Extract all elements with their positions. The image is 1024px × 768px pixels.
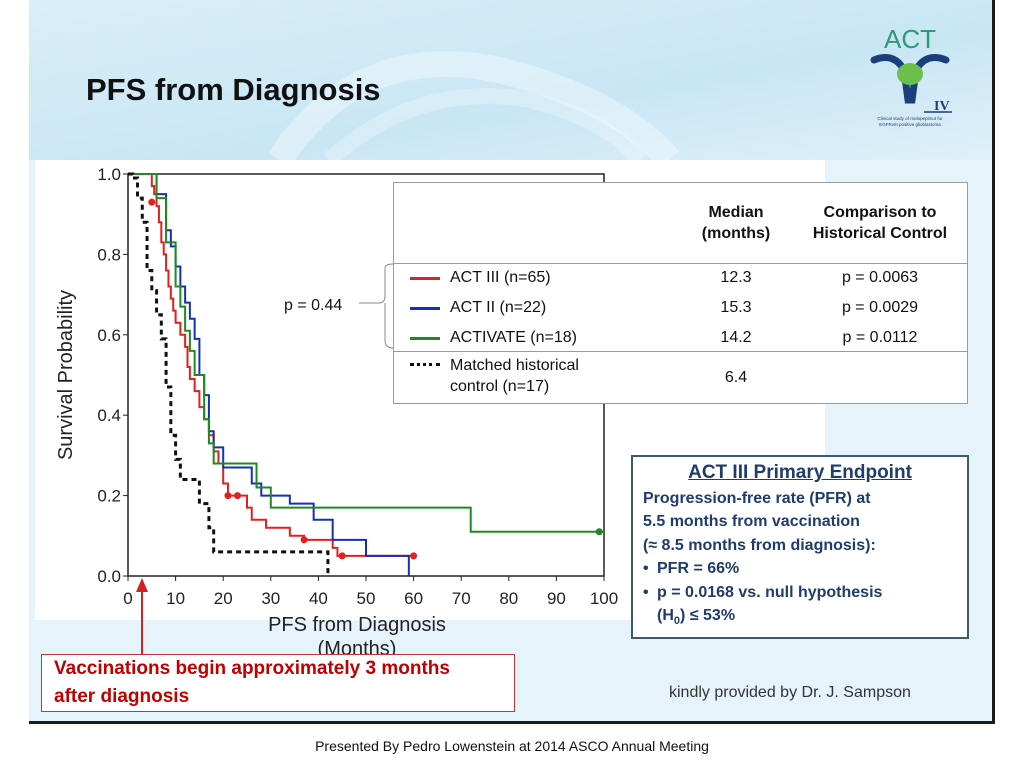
slide-title: PFS from Diagnosis bbox=[86, 72, 381, 107]
row-median: 12.3 bbox=[720, 269, 752, 286]
x-tick-label: 80 bbox=[499, 589, 518, 608]
x-tick-label: 50 bbox=[357, 589, 376, 608]
endpoint-line2: 5.5 months from vaccination bbox=[643, 513, 860, 530]
y-tick-label: 1.0 bbox=[97, 165, 121, 184]
x-tick-label: 0 bbox=[123, 589, 132, 608]
row-label-line2: control (n=17) bbox=[450, 378, 550, 395]
series-line-2 bbox=[128, 173, 604, 533]
row-comparison: p = 0.0063 bbox=[841, 269, 919, 286]
y-tick-label: 0.4 bbox=[97, 406, 121, 425]
swatch-activate bbox=[410, 337, 440, 340]
x-tick-label: 10 bbox=[166, 589, 185, 608]
censor-mark bbox=[595, 528, 603, 536]
row-label: ACT II (n=22) bbox=[450, 299, 547, 316]
row-comparison: p = 0.0029 bbox=[841, 299, 919, 316]
endpoint-line1: Progression-free rate (PFR) at bbox=[643, 489, 871, 507]
primary-endpoint-box: ACT III Primary Endpoint Progression-fre… bbox=[631, 455, 969, 639]
row-comparison: p = 0.0112 bbox=[842, 329, 918, 346]
x-axis-label: PFS from Diagnosis bbox=[268, 614, 446, 636]
x-tick-label: 30 bbox=[261, 589, 280, 608]
header-comparison: Comparison to Historical Control bbox=[812, 204, 948, 242]
footer-text: Presented By Pedro Lowenstein at 2014 AS… bbox=[315, 738, 709, 754]
x-tick-label: 90 bbox=[547, 589, 566, 608]
p-value-bracket bbox=[359, 263, 394, 349]
vaccination-note-line2: after diagnosis bbox=[54, 686, 190, 707]
row-label: Matched historical control (n=17) bbox=[450, 355, 579, 397]
row-median: 15.3 bbox=[720, 299, 752, 316]
x-tick-label: 100 bbox=[590, 589, 618, 608]
censor-mark bbox=[338, 552, 346, 560]
vaccination-arrow-head bbox=[136, 578, 148, 592]
swatch-act-ii bbox=[410, 307, 440, 310]
y-tick-label: 0.8 bbox=[97, 245, 121, 264]
logo-roman: IV bbox=[934, 99, 950, 114]
row-label-line1: Matched historical bbox=[450, 357, 579, 374]
row-label: ACT III (n=65) bbox=[450, 269, 551, 286]
credit-text: kindly provided by Dr. J. Sampson bbox=[669, 684, 911, 701]
censor-mark bbox=[233, 492, 241, 500]
row-label: ACTIVATE (n=18) bbox=[450, 329, 577, 346]
row-median: 14.2 bbox=[720, 329, 752, 346]
censor-mark bbox=[300, 536, 308, 544]
logo-tagline-1: Clinical study of rindopepimut for bbox=[877, 116, 943, 121]
y-tick-label: 0.0 bbox=[97, 567, 121, 586]
table-row-activate: ACTIVATE (n=18) 14.2 p = 0.0112 bbox=[394, 323, 967, 353]
p-value-label: p = 0.44 bbox=[284, 297, 342, 314]
header-median: Median (months) bbox=[701, 204, 771, 242]
endpoint-bullet1: PFR = 66% bbox=[643, 557, 957, 581]
censor-mark bbox=[224, 492, 232, 500]
series-line-3 bbox=[128, 172, 330, 576]
x-tick-label: 60 bbox=[404, 589, 423, 608]
endpoint-bullet2-cont: (H0) ≤ 53% bbox=[657, 607, 736, 628]
row-median: 6.4 bbox=[724, 369, 748, 386]
endpoint-bullet2: p = 0.0168 vs. null hypothesis bbox=[643, 581, 957, 605]
y-tick-label: 0.2 bbox=[97, 487, 121, 506]
x-tick-label: 70 bbox=[452, 589, 471, 608]
logo-tagline-2: EGFRvIII positive glioblastoma bbox=[879, 122, 941, 127]
table-row-act-ii: ACT II (n=22) 15.3 p = 0.0029 bbox=[394, 293, 967, 323]
table-row-act-iii: ACT III (n=65) 12.3 p = 0.0063 bbox=[394, 263, 967, 293]
logo-text: ACT bbox=[884, 24, 936, 54]
censor-mark bbox=[410, 552, 418, 560]
endpoint-line3: (≈ 8.5 months from diagnosis): bbox=[643, 536, 876, 554]
x-tick-label: 40 bbox=[309, 589, 328, 608]
table-row-historical: Matched historical control (n=17) 6.4 bbox=[394, 353, 967, 403]
vaccination-note: Vaccinations begin approximately 3 month… bbox=[41, 654, 515, 712]
slide: PFS from Diagnosis ACT IV Clinical study… bbox=[29, 0, 995, 724]
series-line-0 bbox=[128, 173, 414, 557]
censor-mark bbox=[148, 198, 156, 206]
y-axis-label: Survival Probability bbox=[55, 290, 77, 460]
act-iv-logo-icon: ACT IV Clinical study of rindopepimut fo… bbox=[870, 24, 952, 127]
endpoint-title: ACT III Primary Endpoint bbox=[688, 462, 912, 483]
swatch-act-iii bbox=[410, 277, 440, 280]
y-tick-label: 0.6 bbox=[97, 326, 121, 345]
x-tick-label: 20 bbox=[214, 589, 233, 608]
swatch-historical bbox=[410, 363, 440, 366]
vaccination-note-line1: Vaccinations begin approximately 3 month… bbox=[54, 658, 450, 679]
stats-table: Median (months) Comparison to Historical… bbox=[393, 182, 968, 404]
